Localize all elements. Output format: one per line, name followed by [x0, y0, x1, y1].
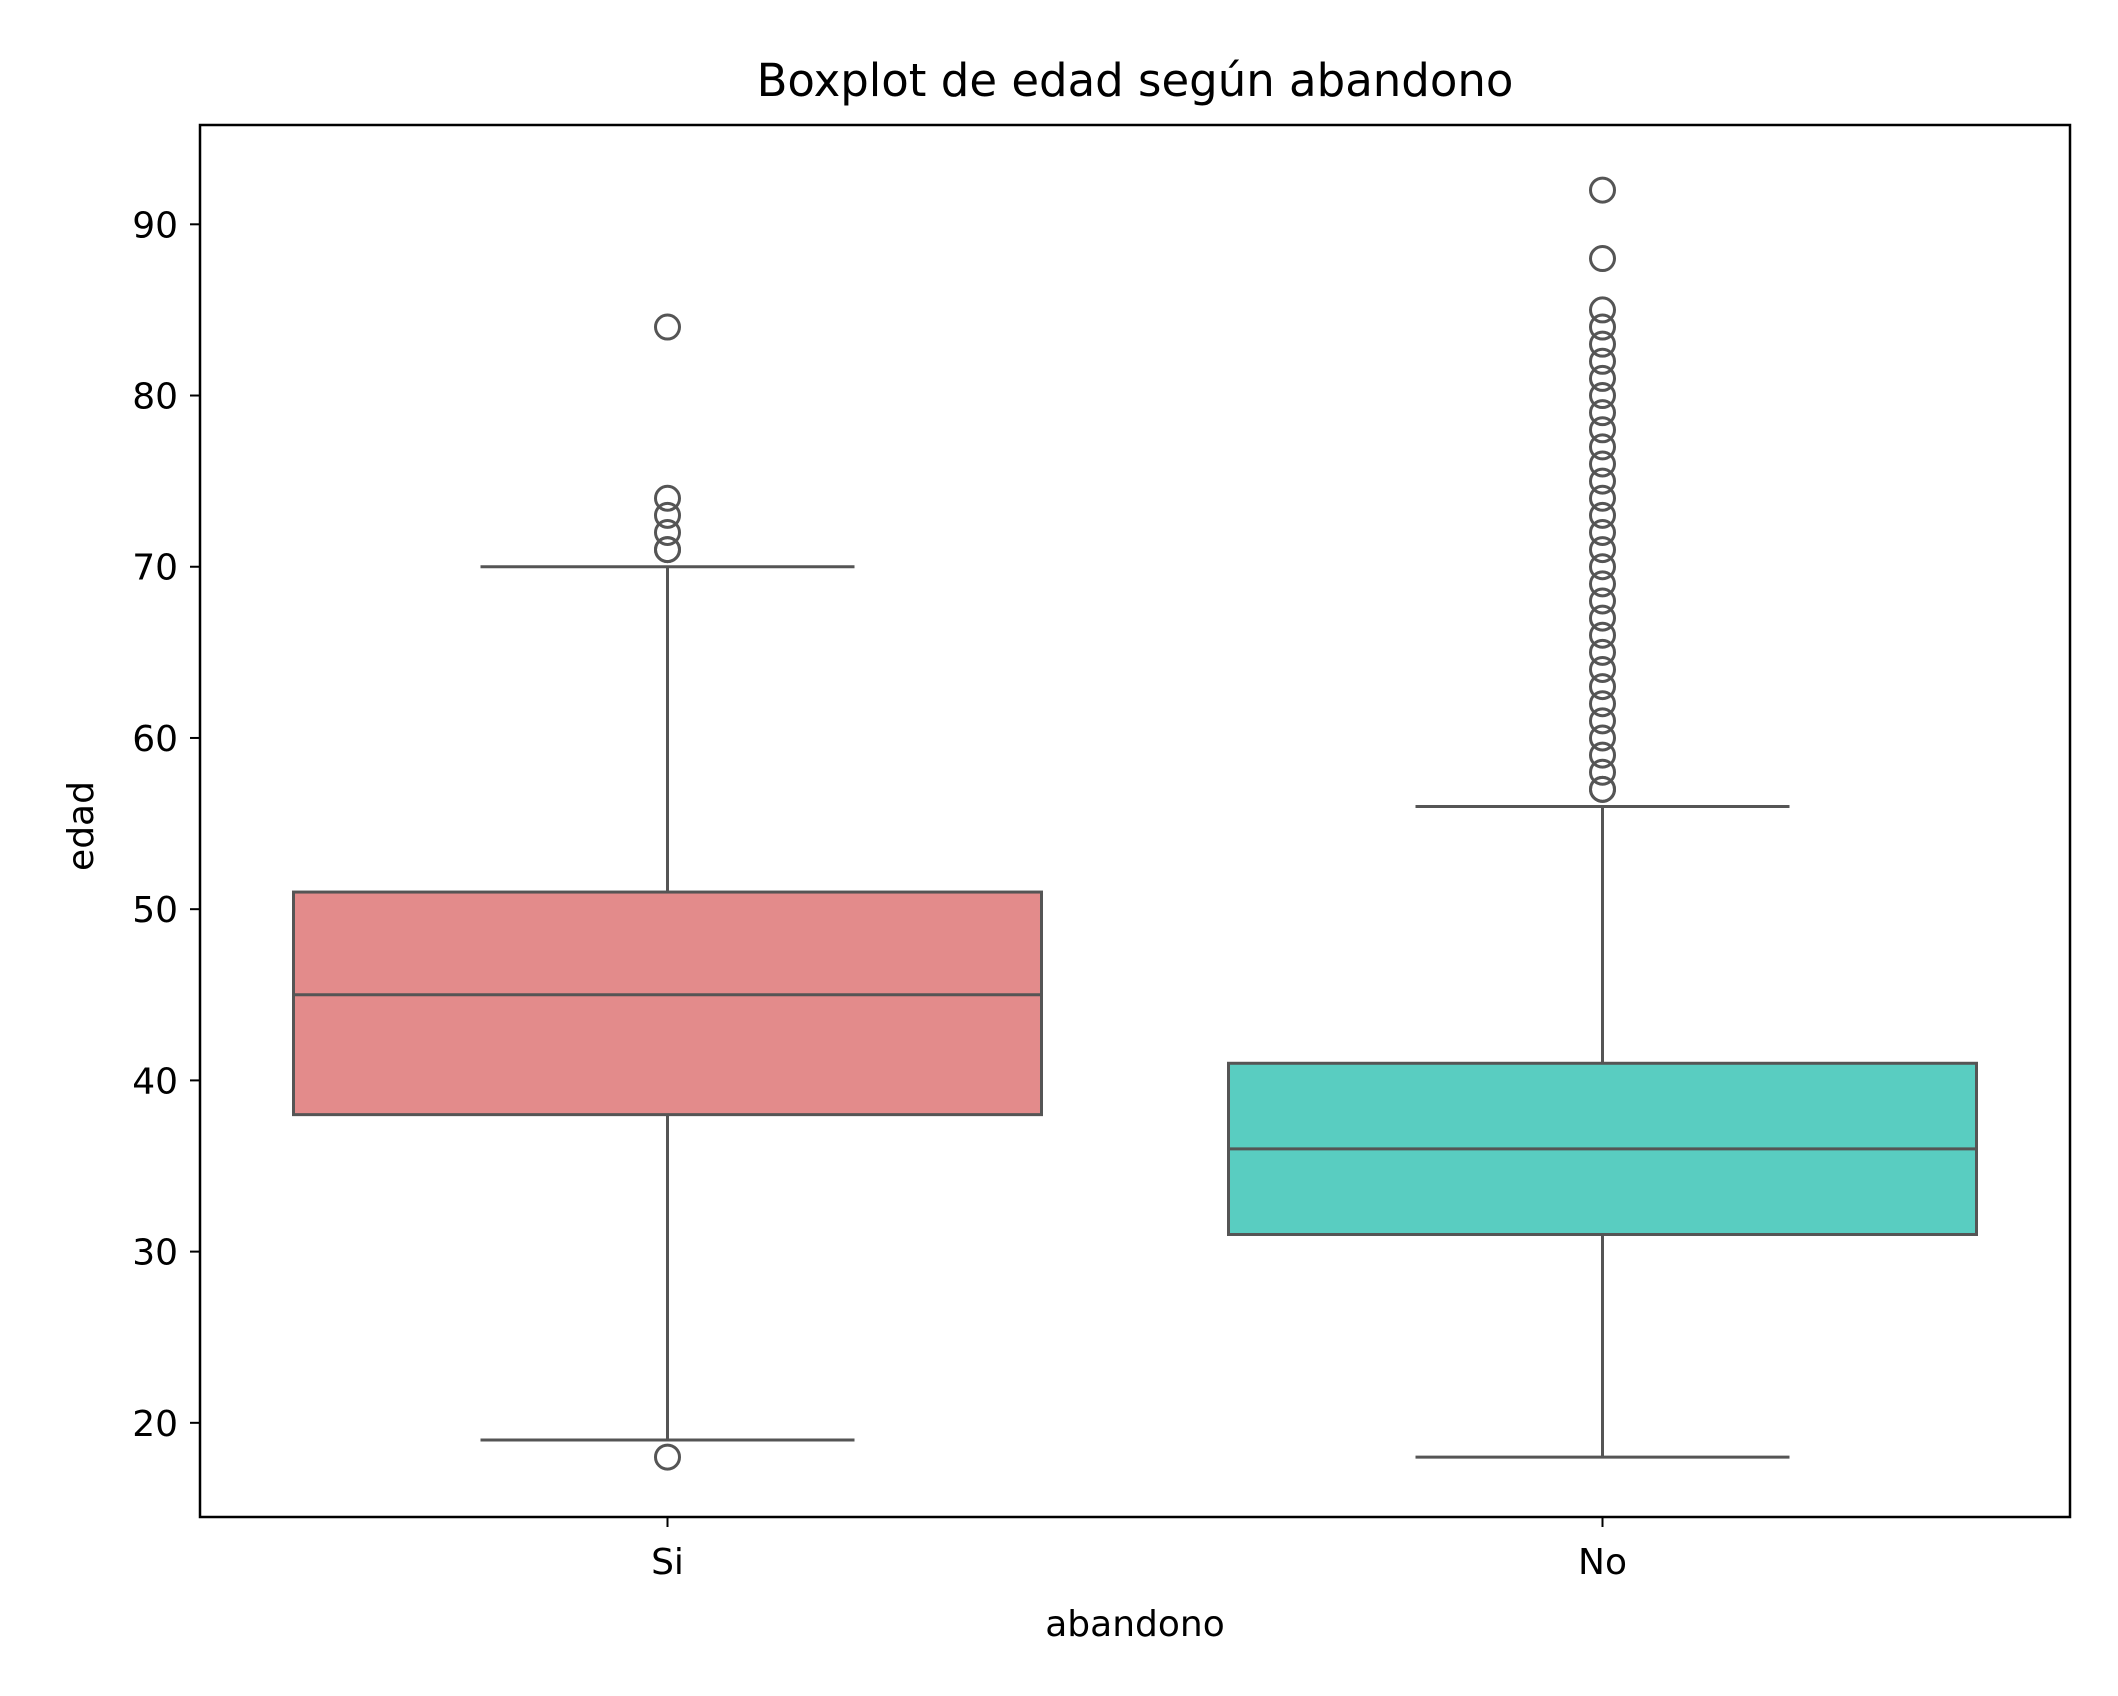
y-tick-label-70: 70	[132, 548, 178, 589]
outlier-point-no	[1589, 570, 1616, 598]
x-axis-label: abandono	[1045, 1604, 1225, 1645]
outlier-point-no	[1589, 501, 1616, 529]
outlier-point-si	[654, 501, 681, 529]
outlier-point-no	[1589, 416, 1616, 444]
outlier-point-no	[1589, 518, 1616, 546]
outlier-point-no	[1589, 758, 1616, 786]
outlier-point-no	[1589, 707, 1616, 735]
outlier-point-no	[1589, 655, 1616, 683]
outlier-point-si	[654, 1443, 681, 1471]
axes: Si No 20 30 40 50 60 70 80 90	[132, 123, 2072, 1583]
outlier-point-no	[1589, 245, 1616, 273]
outlier-point-no	[1589, 536, 1616, 564]
outlier-point-no	[1589, 724, 1616, 752]
box-si	[292, 890, 1043, 1117]
outlier-point-no	[1589, 604, 1616, 632]
y-tick-label-40: 40	[132, 1061, 178, 1102]
y-tick-label-60: 60	[132, 719, 178, 760]
outlier-point-no	[1589, 450, 1616, 478]
outlier-point-si	[654, 518, 681, 546]
outlier-point-si	[654, 536, 681, 564]
outlier-point-no	[1589, 621, 1616, 649]
y-tick-label-80: 80	[132, 377, 178, 418]
x-tick-label-no: No	[1578, 1542, 1627, 1583]
outlier-point-no	[1589, 176, 1616, 204]
y-tick-label-50: 50	[132, 890, 178, 931]
outlier-point-no	[1589, 673, 1616, 701]
y-tick-label-90: 90	[132, 205, 178, 246]
outlier-point-no	[1589, 364, 1616, 392]
y-axis-label: edad	[61, 781, 102, 871]
outlier-point-no	[1589, 313, 1616, 341]
outlier-point-no	[1589, 690, 1616, 718]
chart-title: Boxplot de edad según abandono	[757, 54, 1514, 107]
outlier-point-si	[654, 484, 681, 512]
outlier-point-no	[1589, 587, 1616, 615]
outlier-point-no	[1589, 433, 1616, 461]
outlier-point-no	[1589, 638, 1616, 666]
y-tick-label-20: 20	[132, 1404, 178, 1445]
outlier-point-no	[1589, 296, 1616, 324]
outlier-point-si	[654, 313, 681, 341]
outlier-point-no	[1589, 553, 1616, 581]
outlier-point-no	[1589, 330, 1616, 358]
plot-area	[292, 176, 1978, 1471]
outlier-point-no	[1589, 741, 1616, 769]
y-tick-label-30: 30	[132, 1233, 178, 1274]
outlier-point-no	[1589, 382, 1616, 410]
outlier-point-no	[1589, 399, 1616, 427]
outlier-point-no	[1589, 484, 1616, 512]
plot-frame	[198, 123, 2072, 1519]
x-tick-label-si: Si	[651, 1542, 684, 1583]
outlier-point-no	[1589, 347, 1616, 375]
outlier-point-no	[1589, 467, 1616, 495]
outlier-point-no	[1589, 775, 1616, 803]
